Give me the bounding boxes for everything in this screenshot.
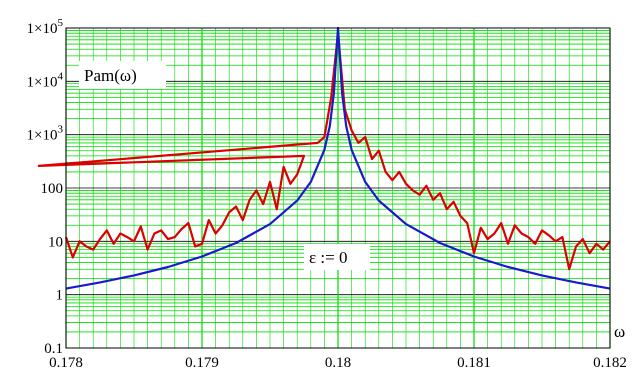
annotation-box: ε := 0 bbox=[304, 244, 370, 270]
x-tick-label: 0.178 bbox=[49, 355, 83, 371]
plot-frame bbox=[65, 27, 611, 349]
tick-labels: 0.178 0.179 0.18 0.181 0.182 0.1 1 10 100 1×103 1×… bbox=[27, 17, 627, 371]
y-tick-label: 1×103 bbox=[27, 124, 64, 144]
x-tick-label: 0.182 bbox=[593, 355, 627, 371]
y-tick-label: 10 bbox=[48, 234, 63, 250]
y-tick-label: 0.1 bbox=[44, 341, 63, 357]
epsilon-annotation: ε := 0 bbox=[309, 248, 347, 267]
y-axis-label: Pam(ω) bbox=[84, 66, 137, 85]
y-label-box: Pam(ω) bbox=[79, 61, 166, 89]
x-axis-label: ω bbox=[614, 322, 625, 341]
y-tick-label: 1×105 bbox=[27, 17, 64, 37]
y-tick-label: 1×104 bbox=[27, 70, 64, 90]
y-tick-label: 1 bbox=[56, 288, 64, 304]
x-tick-label: 0.18 bbox=[325, 355, 351, 371]
x-tick-label: 0.181 bbox=[457, 355, 491, 371]
y-tick-label: 100 bbox=[41, 181, 64, 197]
x-tick-label: 0.179 bbox=[185, 355, 219, 371]
